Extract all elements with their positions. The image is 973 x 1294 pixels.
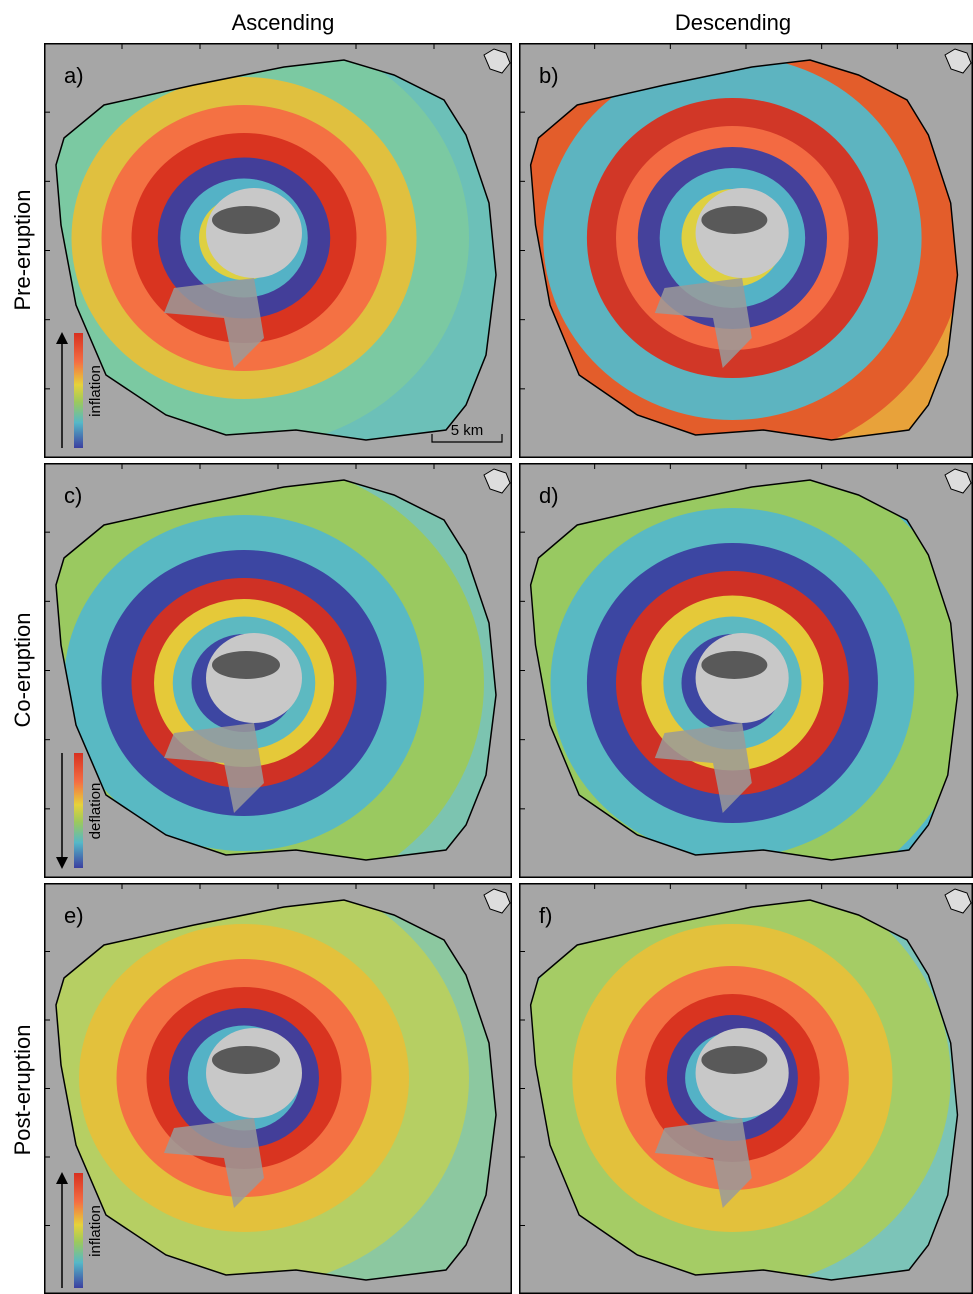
colorbar (74, 753, 83, 868)
row-label: Post-eruption (10, 1025, 35, 1156)
map-panel: a) inflation 5 km (19, 28, 512, 463)
row-label: Pre-eruption (10, 189, 35, 310)
crater-shade (701, 1046, 767, 1074)
crater-shade (212, 1046, 280, 1074)
colorbar (74, 1173, 83, 1288)
figure: Ascending Descending Pre-eruption Co-eru… (0, 0, 973, 1294)
colorbar-label: inflation (87, 1205, 104, 1257)
map-area (500, 14, 973, 463)
crater-shade (701, 651, 767, 679)
panel-label: a) (64, 63, 84, 88)
crater-shade (701, 206, 767, 234)
panel-label: e) (64, 903, 84, 928)
panel-label: b) (539, 63, 559, 88)
crater-shade (212, 206, 280, 234)
scale-bar-label: 5 km (451, 422, 484, 439)
panel-label: d) (539, 483, 559, 508)
row-label: Co-eruption (10, 613, 35, 728)
colorbar-label: inflation (87, 365, 104, 417)
map-area (492, 452, 973, 914)
map-panel: e) inflation (19, 868, 512, 1294)
panel-label: c) (64, 483, 82, 508)
map-area (514, 868, 973, 1294)
map-panel: f) (514, 868, 973, 1294)
column-header: Descending (675, 10, 791, 35)
map-panel: c) deflation (4, 459, 512, 907)
colorbar-label: deflation (87, 783, 104, 840)
column-header: Ascending (232, 10, 335, 35)
crater-shade (212, 651, 280, 679)
colorbar (74, 333, 83, 448)
panel-label: f) (539, 903, 552, 928)
map-panel: d) (492, 452, 973, 914)
map-panel: b) (500, 14, 973, 463)
